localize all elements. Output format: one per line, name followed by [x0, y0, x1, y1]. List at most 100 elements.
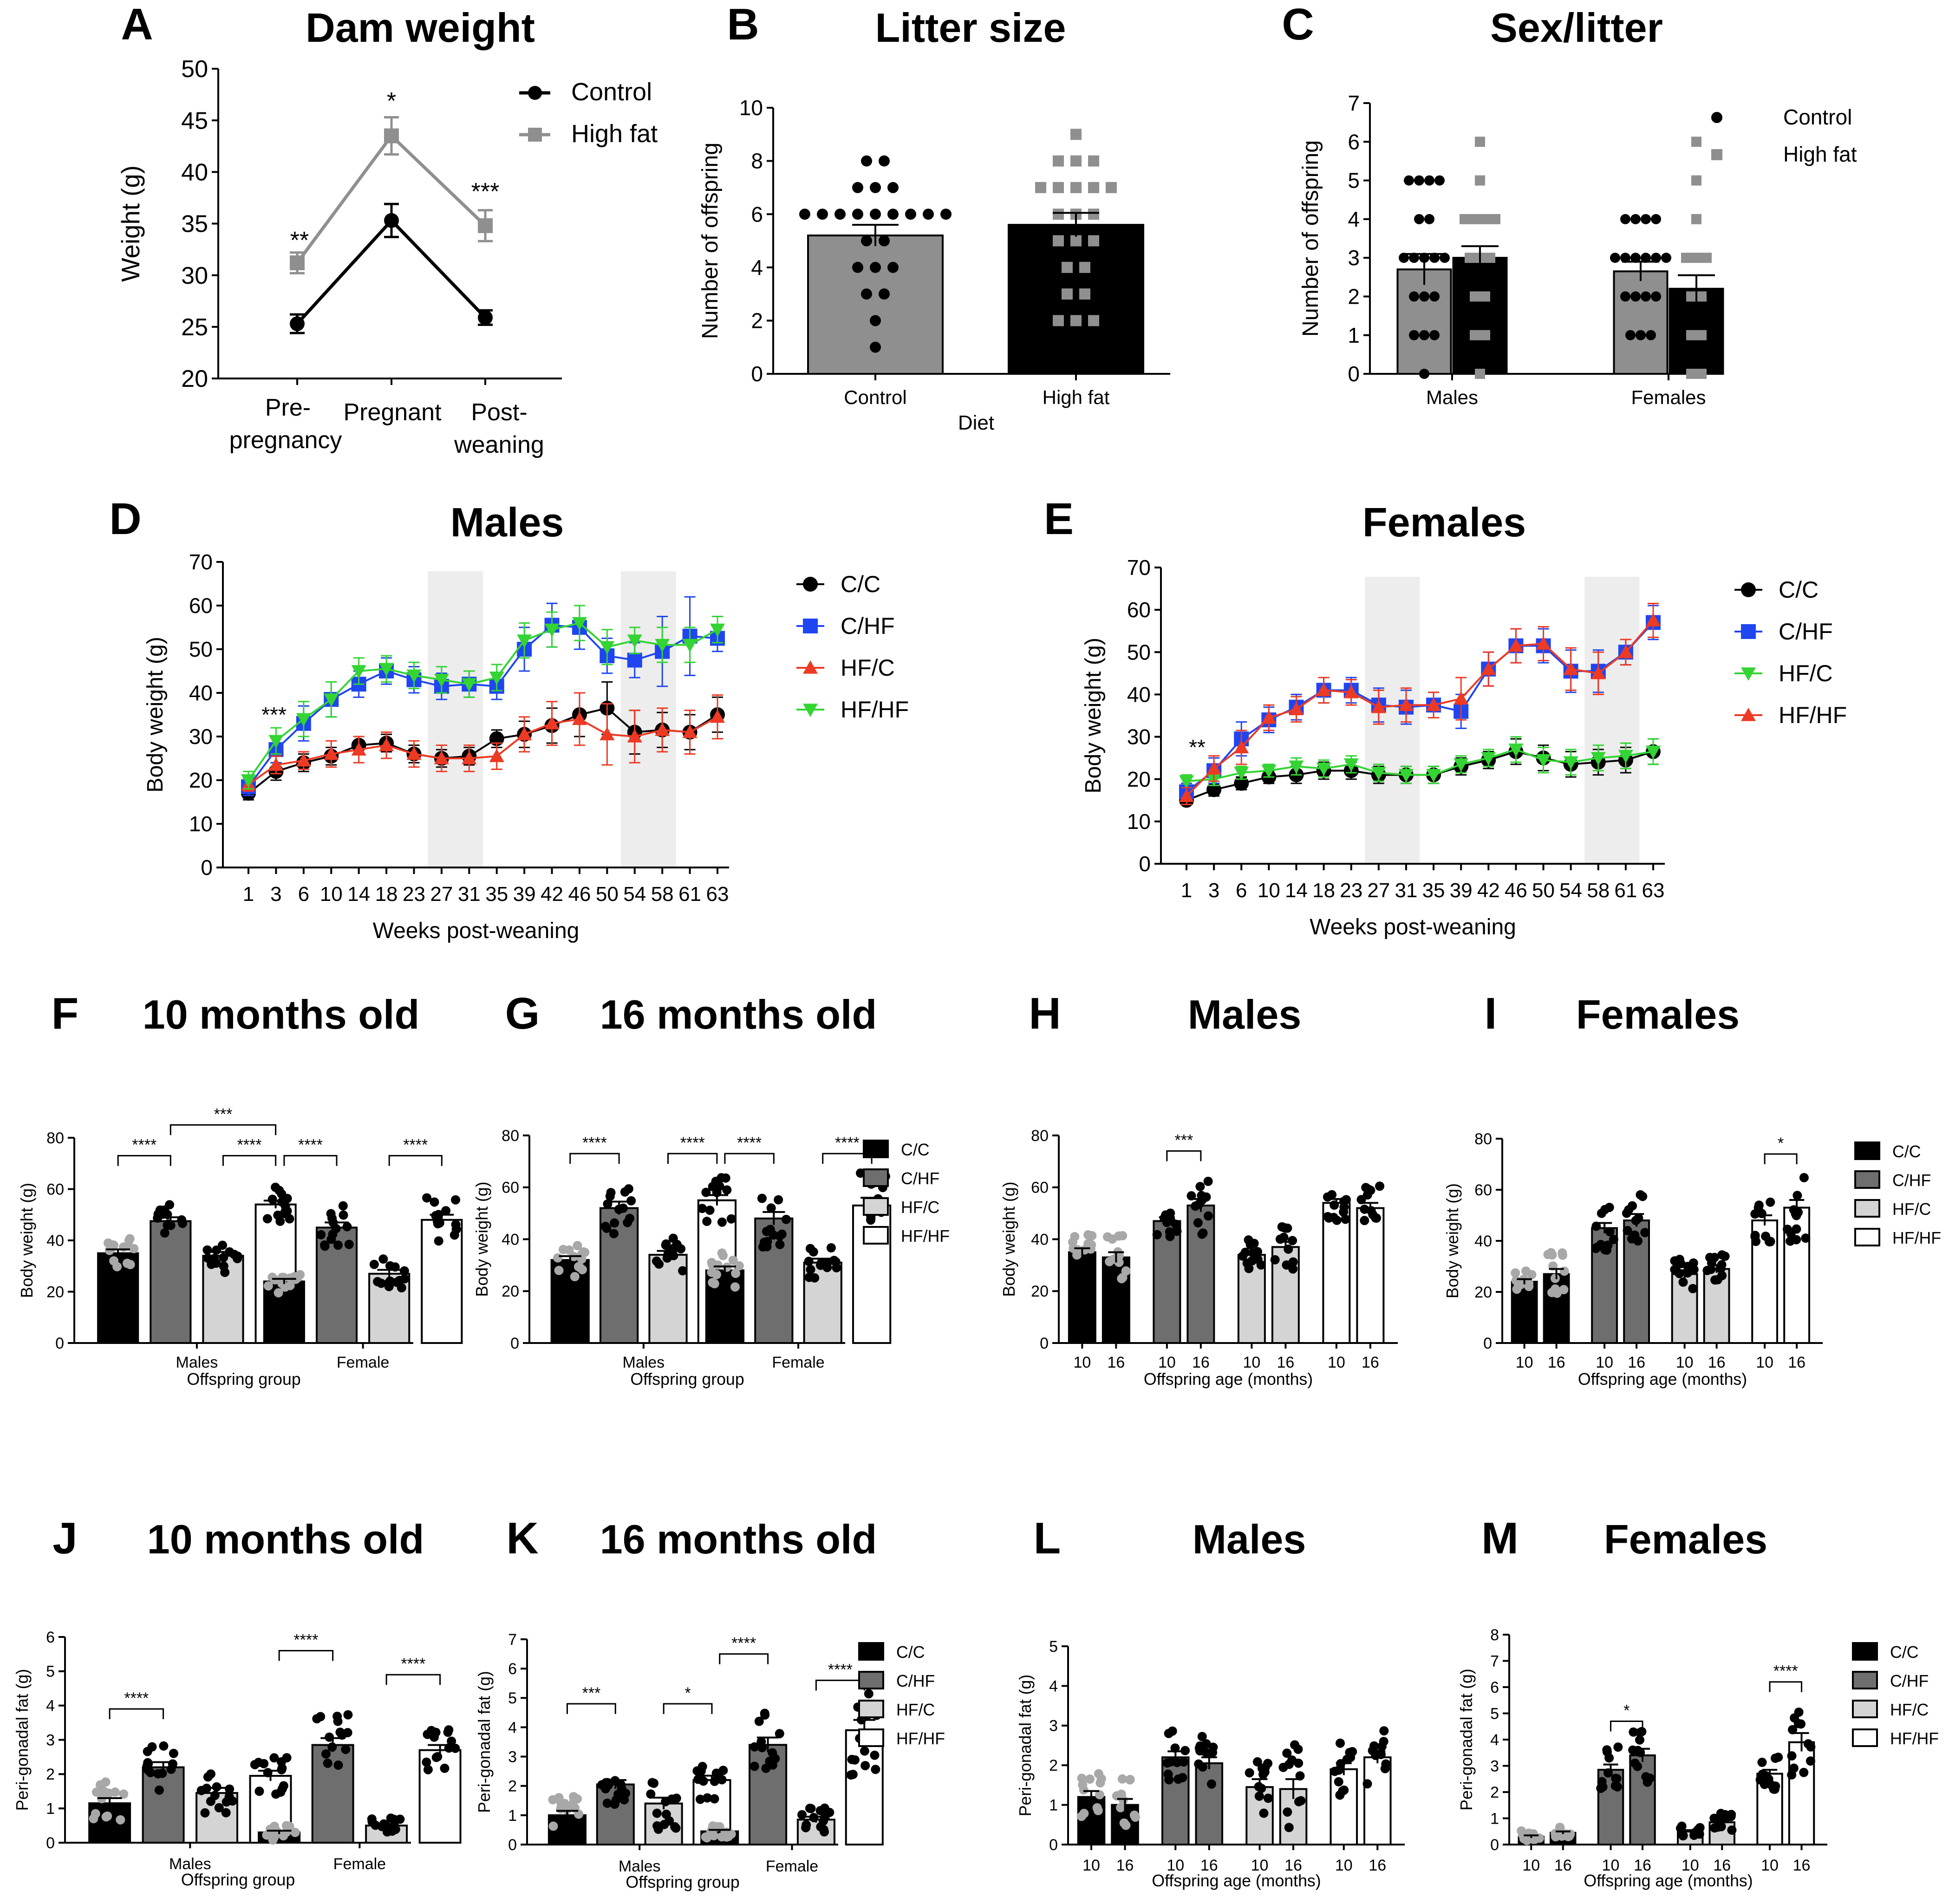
data-point — [652, 1808, 662, 1818]
x-tick-label: Males — [169, 1855, 211, 1873]
data-point — [548, 1821, 558, 1831]
data-point — [268, 735, 284, 749]
data-point — [268, 757, 284, 771]
data-point — [1651, 291, 1661, 302]
data-point — [1475, 175, 1485, 186]
data-point — [1686, 291, 1696, 302]
y-tick-label: 40 — [1031, 1231, 1049, 1248]
data-point — [1470, 214, 1480, 224]
x-tick-label: 10 — [1602, 1857, 1620, 1874]
legend-swatch — [1854, 1199, 1880, 1218]
data-point — [1801, 1233, 1811, 1243]
data-point — [169, 1748, 178, 1758]
x-axis-label: Diet — [958, 411, 994, 434]
data-point — [91, 1787, 101, 1797]
data-point — [1287, 1755, 1297, 1765]
y-tick-label: 7 — [508, 1631, 517, 1649]
data-point — [1371, 1213, 1381, 1223]
x-tick-label: 31 — [458, 883, 481, 906]
x-tick-label: 42 — [1477, 879, 1500, 902]
data-point — [1234, 740, 1249, 754]
data-point — [196, 1786, 206, 1795]
y-tick-label: 10 — [739, 96, 763, 120]
data-point — [1259, 1808, 1269, 1818]
data-point — [1197, 1732, 1207, 1741]
data-point — [1490, 214, 1500, 224]
data-point — [1702, 1265, 1712, 1275]
data-point — [1379, 1726, 1389, 1736]
x-tick-label: 16 — [1708, 1354, 1726, 1371]
y-tick-label: 30 — [1127, 725, 1151, 749]
data-point — [1284, 1823, 1294, 1832]
data-point — [710, 1794, 719, 1804]
data-point — [1261, 710, 1277, 724]
data-point — [434, 751, 449, 764]
x-tick-label: 16 — [1369, 1857, 1386, 1874]
data-point — [1661, 253, 1671, 263]
legend-swatch — [863, 1226, 889, 1245]
data-point — [343, 1728, 352, 1737]
data-point — [153, 1769, 163, 1779]
data-point — [293, 1273, 302, 1283]
y-tick-label: 0 — [46, 1834, 55, 1852]
x-tick-label: Females — [1631, 386, 1706, 408]
data-point — [613, 1789, 623, 1799]
x-tick-label: 16 — [1200, 1857, 1218, 1874]
y-tick-label: 5 — [1049, 1638, 1058, 1656]
data-point — [1618, 645, 1633, 659]
y-tick-label: 0 — [510, 1335, 519, 1352]
data-point — [1481, 661, 1496, 675]
data-point — [285, 1281, 295, 1291]
data-point — [279, 1781, 288, 1791]
data-point — [1343, 758, 1359, 772]
data-point — [1094, 1769, 1103, 1779]
panel-letter-i: I — [1485, 989, 1497, 1038]
data-point — [1087, 1240, 1096, 1250]
x-tick-label: 16 — [1554, 1857, 1572, 1874]
data-point — [1613, 1782, 1623, 1792]
data-point — [1129, 1810, 1139, 1820]
data-point — [1381, 1759, 1391, 1769]
data-point — [861, 288, 872, 300]
x-tick-label: 16 — [1107, 1354, 1125, 1371]
x-tick-label: 35 — [1422, 879, 1445, 902]
y-tick-label: 10 — [1127, 809, 1151, 834]
data-point — [1398, 698, 1414, 711]
x-tick-label: 39 — [513, 883, 536, 906]
data-point — [627, 634, 642, 648]
significance-label: ** — [290, 227, 309, 254]
x-tick-label: pregnancy — [229, 427, 342, 454]
data-point — [434, 674, 449, 687]
y-tick-label: 40 — [1474, 1232, 1492, 1250]
data-point — [399, 1266, 409, 1276]
data-point — [383, 1825, 392, 1835]
data-point — [697, 1204, 707, 1213]
x-tick-label: High fat — [1043, 386, 1110, 408]
data-point — [1766, 1197, 1775, 1207]
data-point — [450, 1743, 460, 1753]
legend-marker — [1741, 667, 1756, 681]
shaded-period — [621, 571, 676, 867]
data-point — [1806, 1756, 1815, 1766]
data-point — [1179, 1757, 1188, 1767]
data-point — [647, 1778, 657, 1787]
data-point — [1245, 1240, 1255, 1250]
x-axis-label: Offspring age (months) — [1144, 1370, 1313, 1389]
x-tick-label: 16 — [1284, 1857, 1302, 1874]
x-tick-label: Female — [772, 1354, 824, 1371]
significance-bracket — [663, 1703, 713, 1714]
data-point — [775, 1729, 784, 1739]
data-point — [852, 261, 863, 273]
data-point — [338, 1201, 348, 1211]
data-point — [553, 1253, 563, 1263]
data-point — [1070, 155, 1082, 167]
data-point — [1623, 1226, 1632, 1235]
significance-label: *** — [261, 703, 287, 727]
y-tick-label: 10 — [189, 812, 213, 836]
legend-marker — [1741, 708, 1756, 721]
data-point — [1409, 330, 1419, 340]
panel-title: Dam weight — [306, 5, 535, 51]
significance-bracket — [117, 1155, 171, 1166]
data-point — [1636, 1190, 1645, 1200]
